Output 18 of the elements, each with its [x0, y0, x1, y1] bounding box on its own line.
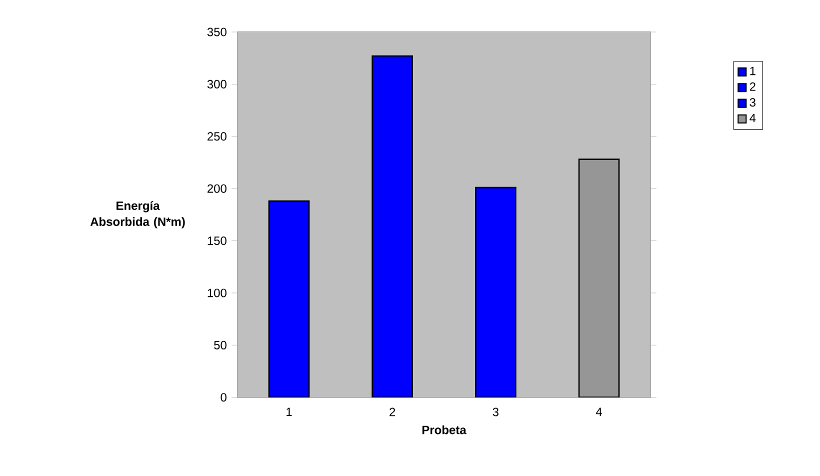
x-tick-label: 1: [286, 408, 292, 416]
x-tick-label: 3: [492, 408, 498, 416]
legend-label: 1: [750, 66, 756, 76]
y-tick-label: 200: [208, 184, 226, 193]
y-axis-title: Energía Absorbida (N*m): [90, 201, 185, 228]
y-tick-label: 0: [220, 393, 226, 402]
y-tick-label: 150: [208, 236, 226, 246]
y-tick-label: 350: [207, 28, 226, 36]
legend-label: 2: [750, 82, 756, 91]
y-tick-label: 100: [208, 288, 226, 298]
y-tick-label: 300: [207, 80, 226, 88]
legend-label: 3: [750, 98, 756, 107]
legend-label: 4: [750, 114, 756, 122]
y-tick-label: 50: [214, 340, 226, 350]
x-axis-title: Probeta: [422, 425, 466, 434]
x-tick-label: 2: [390, 408, 396, 416]
y-tick-label: 250: [208, 132, 226, 141]
x-tick-label: 4: [596, 408, 602, 416]
